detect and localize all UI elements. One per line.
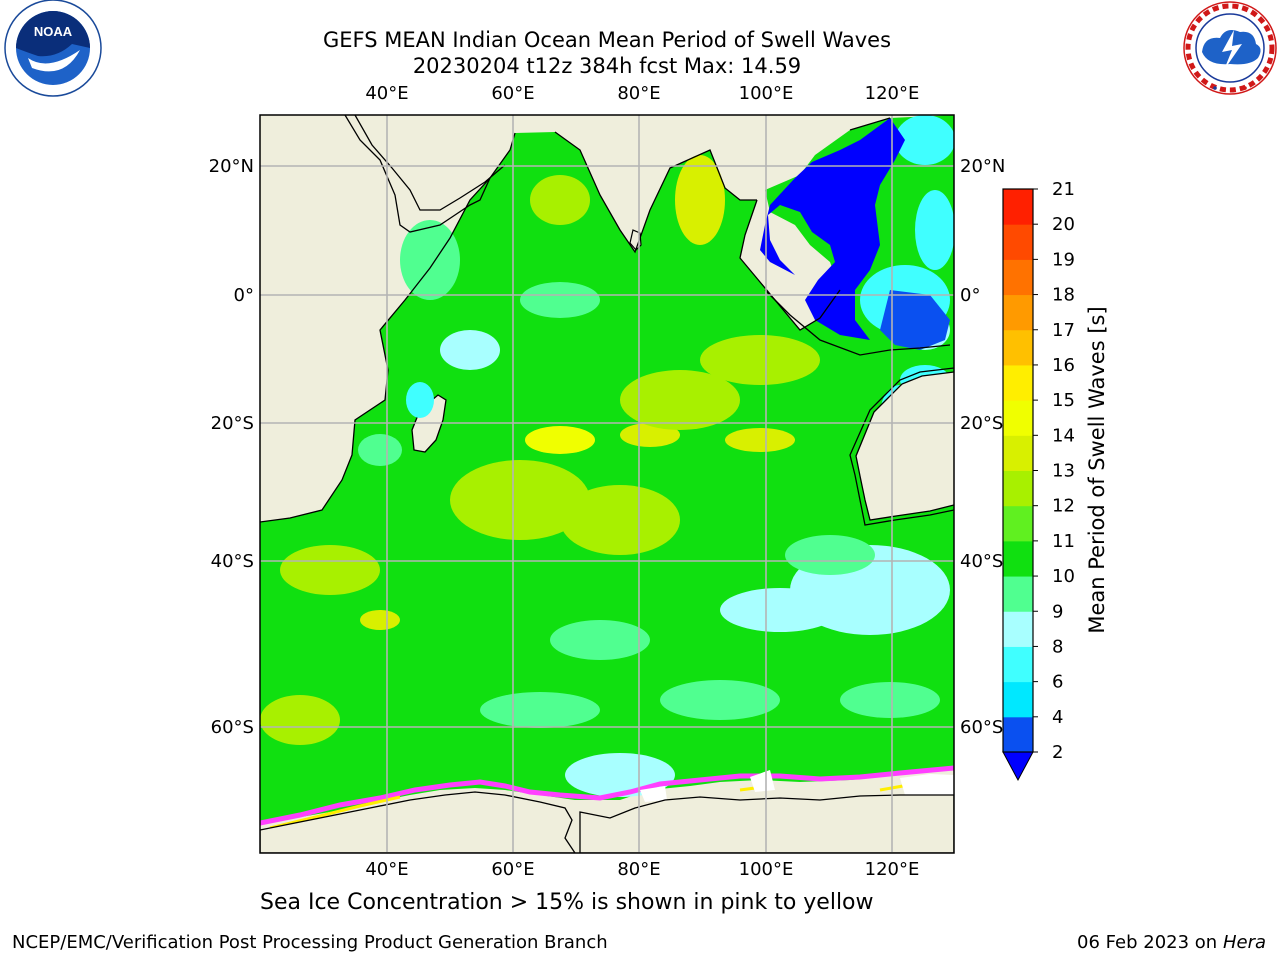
lon-tick-label-top: 100°E [739,83,794,104]
chart-subtitle: 20230204 t12z 384h fcst Max: 14.59 [412,54,802,78]
australia-coast-overlay [855,371,954,521]
noaa-logo: NOAA [4,0,102,97]
chart-title: GEFS MEAN Indian Ocean Mean Period of Sw… [322,28,892,52]
lat-tick-label-left: 20°S [211,413,254,434]
colorbar-tick-label: 9 [1052,601,1063,622]
colorbar-under-extension [1002,751,1034,782]
colorbar-segment [1003,611,1033,647]
colorbar-tick-label: 13 [1052,461,1075,482]
sumatra-coast [764,289,951,356]
colorbar-segment [1003,470,1033,507]
antarctica-land [260,791,954,853]
indonesia-low-period [880,290,950,350]
colorbar-segment [1003,189,1033,225]
lon-tick-label-bottom: 100°E [739,859,794,880]
nws-logo [1183,1,1277,95]
se-asia-coast [739,199,841,331]
footer-date: 06 Feb 2023 on [1077,932,1218,953]
colorbar-segment [1003,294,1033,331]
colorbar-segment [1003,576,1033,612]
colorbar-tick-label: 20 [1052,214,1075,235]
colorbar-label: Mean Period of Swell Waves [s] [1085,306,1109,634]
colorbar-segment [1003,505,1033,542]
south-china-sea-low-period [760,118,905,340]
lon-tick-label-top: 40°E [365,83,408,104]
china-coast [849,117,891,131]
colorbar-tick-label: 21 [1052,179,1075,200]
lon-tick-label-top: 120°E [865,83,920,104]
colorbar-tick-label: 14 [1052,425,1075,446]
footer-right: 06 Feb 2023 on Hera [1077,932,1266,953]
lat-tick-label-left: 60°S [211,717,254,738]
lat-tick-label-right: 0° [960,285,980,306]
graticule: 40°E 40°E 60°E 60°E 80°E 80°E 100°E 100°E 120°E 1… [209,83,1006,880]
colorbar-tick-label: 2 [1052,742,1063,763]
colorbar-tick-label: 19 [1052,249,1075,270]
lon-tick-label-bottom: 40°E [365,859,408,880]
colorbar: 2 4 6 8 9 10 11 12 13 14 15 16 17 18 19 20 21 [1002,179,1075,782]
colorbar-tick-label: 16 [1052,355,1075,376]
colorbar-segment [1003,364,1033,401]
map-panel [260,115,954,853]
map-frame [259,114,955,854]
lat-tick-label-right: 20°S [960,413,1003,434]
footer-machine: Hera [1222,932,1266,953]
lon-tick-label-bottom: 80°E [617,859,660,880]
colorbar-segment [1003,646,1033,683]
india-coast [554,131,757,254]
colorbar-segment [1003,329,1033,366]
red-sea-coast [344,115,491,233]
colorbar-tick-label: 12 [1052,496,1075,517]
colorbar-tick-label: 17 [1052,320,1075,341]
lat-tick-label-right: 60°S [960,717,1003,738]
lat-tick-label-left: 40°S [211,551,254,572]
colorbar-tick-label: 4 [1052,707,1063,728]
colorbar-tick-label: 15 [1052,390,1075,411]
lat-tick-label-left: 20°N [209,156,254,177]
colorbar-segment [1003,259,1033,296]
sea-ice-fringe [260,765,954,826]
australia-coast [849,367,954,526]
lat-tick-label-left: 0° [234,285,254,306]
australia-land [856,372,954,520]
colorbar-segment [1003,224,1033,260]
footer-left: NCEP/EMC/Verification Post Processing Pr… [12,932,608,953]
colorbar-tick-label: 10 [1052,566,1075,587]
lat-tick-label-right: 40°S [960,551,1003,572]
noaa-logo-text: NOAA [34,24,73,39]
colorbar-segment [1003,435,1033,471]
sea-ice-note: Sea Ice Concentration > 15% is shown in … [260,890,874,915]
colorbar-segment [1003,681,1033,718]
colorbar-segment [1003,400,1033,436]
colorbar-tick-label: 6 [1052,672,1063,693]
lon-tick-label-bottom: 60°E [491,859,534,880]
lon-tick-label-bottom: 120°E [865,859,920,880]
lat-tick-label-right: 20°N [960,156,1005,177]
red-sea-coast-east [354,115,506,211]
colorbar-tick-label: 11 [1052,531,1075,552]
colorbar-segment [1003,716,1033,753]
lon-tick-label-top: 80°E [617,83,660,104]
lon-tick-label-top: 60°E [491,83,534,104]
africa-arabia-coast [260,132,516,523]
colorbar-tick-label: 18 [1052,285,1075,306]
colorbar-tick-label: 8 [1052,636,1063,657]
colorbar-segment [1003,540,1033,577]
